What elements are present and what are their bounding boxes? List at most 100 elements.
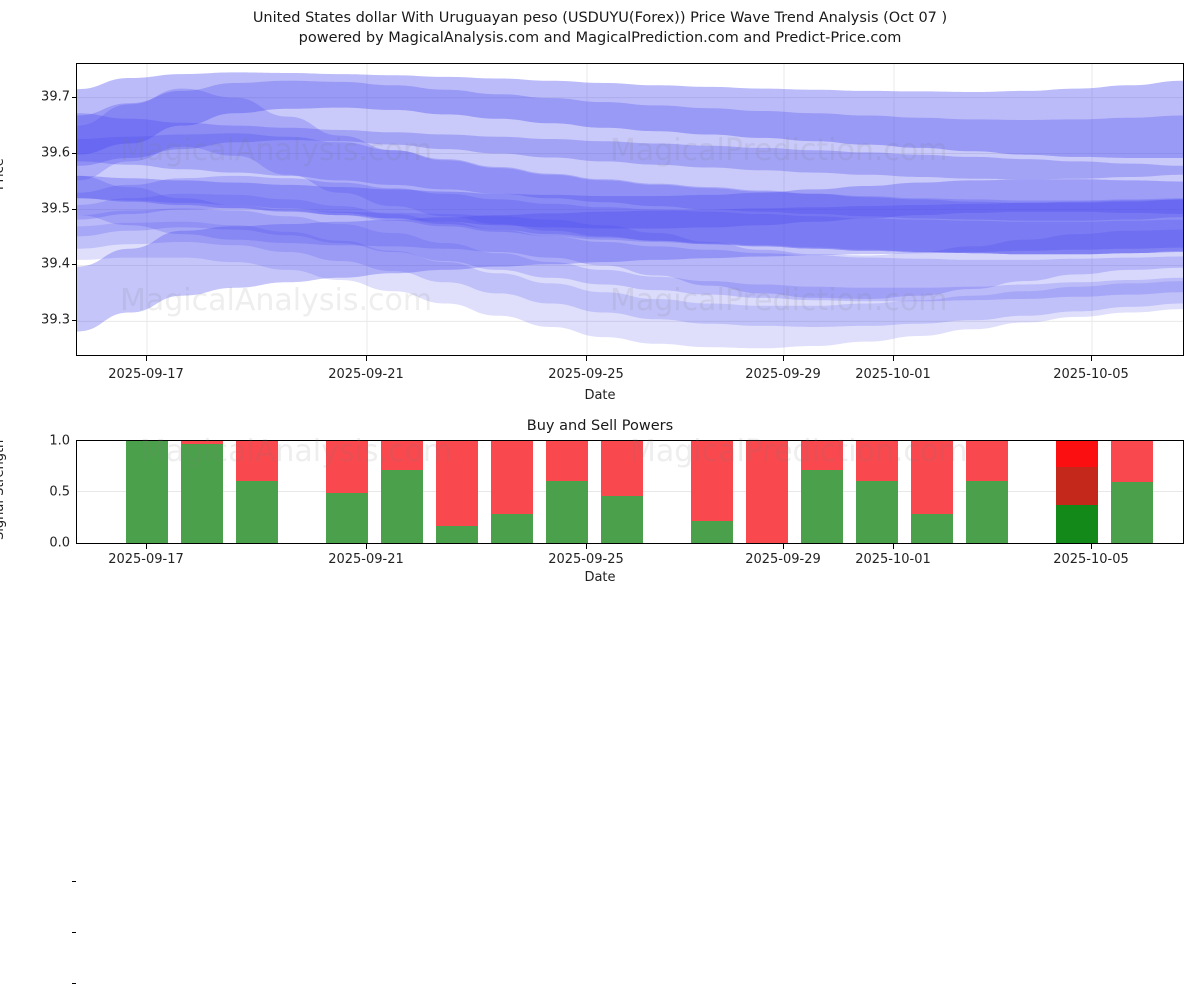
sell-power-segment: [236, 441, 278, 481]
title-line-2: powered by MagicalAnalysis.com and Magic…: [298, 30, 902, 46]
wave-band: [77, 221, 1183, 349]
wave-x-axis-title: Date: [584, 388, 616, 403]
price-wave-plot: [76, 63, 1184, 356]
wave-y-tick: [72, 96, 76, 98]
wave-x-tick: [1091, 356, 1092, 361]
sell-power-segment: [966, 441, 1008, 481]
buy-power-segment: [436, 525, 478, 543]
buy-power-segment: [546, 480, 588, 543]
buy-power-segment: [856, 480, 898, 543]
wave-band: [77, 175, 1183, 299]
bars-x-tick: [586, 544, 587, 549]
signal-bar[interactable]: [801, 441, 843, 543]
signal-bar[interactable]: [491, 441, 533, 543]
buy-power-segment: [691, 520, 733, 543]
bars-y-tick-label: 0.5: [49, 484, 70, 500]
bars-y-tick: [72, 932, 76, 933]
signal-bar[interactable]: [381, 441, 423, 543]
chart-page: United States dollar With Uruguayan peso…: [0, 10, 1200, 984]
sell-power-segment: [181, 441, 223, 445]
signal-bar[interactable]: [966, 441, 1008, 543]
sell-power-segment: [601, 441, 643, 497]
sell-power-segment: [1056, 441, 1098, 467]
wave-x-tick-label: 2025-09-21: [328, 367, 404, 382]
buy-power-segment: [966, 480, 1008, 543]
sell-power-segment: [326, 441, 368, 494]
wave-x-tick-label: 2025-09-17: [108, 367, 184, 382]
signal-bar[interactable]: [126, 441, 168, 543]
wave-y-axis-labels: 39.3 39.4 39.5 39.6 39.7: [8, 63, 70, 356]
bars-x-tick-label: 2025-10-05: [1053, 552, 1129, 567]
signal-bar[interactable]: [601, 441, 643, 543]
signal-bar[interactable]: [856, 441, 898, 543]
wave-x-tick: [586, 356, 587, 361]
wave-y-tick-label: 39.3: [41, 312, 70, 328]
wave-x-tick: [146, 356, 147, 361]
signal-bar[interactable]: [546, 441, 588, 543]
wave-y-tick-label: 39.7: [41, 89, 70, 105]
sell-power-segment: [491, 441, 533, 515]
wave-y-tick: [72, 208, 76, 210]
title-line-1: United States dollar With Uruguayan peso…: [252, 10, 948, 26]
sell-power-segment: [856, 441, 898, 481]
signal-bar[interactable]: [1111, 441, 1153, 543]
bars-x-tick-label: 2025-09-25: [548, 552, 624, 567]
wave-x-tick-label: 2025-10-01: [855, 367, 931, 382]
bars-x-tick: [783, 544, 784, 549]
signal-bar[interactable]: [691, 441, 733, 543]
wave-band: [77, 80, 1183, 180]
sell-power-segment: [436, 441, 478, 526]
signal-bar[interactable]: [236, 441, 278, 543]
bars-x-tick-label: 2025-09-17: [108, 552, 184, 567]
sell-power-segment: [546, 441, 588, 481]
signal-bar[interactable]: [1056, 441, 1098, 543]
wave-y-tick: [72, 264, 76, 266]
buy-power-segment: [126, 441, 168, 543]
signal-bar[interactable]: [326, 441, 368, 543]
bars-x-tick-label: 2025-09-29: [745, 552, 821, 567]
bars-y-axis-labels: 0.0 0.5 1.0: [8, 434, 70, 551]
signal-bar[interactable]: [181, 441, 223, 543]
signal-bar[interactable]: [746, 441, 788, 543]
buy-power-segment: [1056, 505, 1098, 543]
buy-power-segment: [326, 493, 368, 543]
bars-y-tick-label: 1.0: [49, 433, 70, 449]
buy-power-segment: [911, 514, 953, 543]
wave-x-tick: [366, 356, 367, 361]
bars-x-axis-labels: 2025-09-17 2025-09-21 2025-09-25 2025-09-29…: [0, 548, 1200, 568]
wave-band: [77, 199, 1183, 332]
buy-power-segment: [381, 469, 423, 543]
sell-power-segment: [1111, 441, 1153, 482]
wave-y-tick: [72, 152, 76, 154]
sell-power-segment-dark: [1056, 466, 1098, 506]
sell-power-segment: [691, 441, 733, 521]
buy-power-segment: [1111, 481, 1153, 543]
bars-x-tick: [1091, 544, 1092, 549]
buy-power-segment: [801, 469, 843, 543]
bars-x-tick-label: 2025-09-21: [328, 552, 404, 567]
buy-power-segment: [236, 480, 278, 543]
wave-band: [77, 175, 1183, 229]
wave-x-tick-label: 2025-09-29: [745, 367, 821, 382]
signal-bar[interactable]: [436, 441, 478, 543]
bars-x-tick: [146, 544, 147, 549]
bars-x-tick: [893, 544, 894, 549]
wave-bands-svg: [77, 64, 1183, 355]
sell-power-segment: [911, 441, 953, 515]
wave-band: [77, 72, 1183, 158]
buy-power-segment: [601, 496, 643, 543]
bars-y-tick: [72, 881, 76, 882]
wave-x-axis-labels: 2025-09-17 2025-09-21 2025-09-25 2025-09-29…: [0, 363, 1200, 385]
price-axis-title: Price: [0, 158, 7, 190]
wave-band: [77, 193, 1183, 302]
signal-bar[interactable]: [911, 441, 953, 543]
wave-x-tick: [783, 356, 784, 361]
wave-y-tick-label: 39.4: [41, 256, 70, 272]
wave-y-tick-label: 39.5: [41, 201, 70, 216]
sell-power-segment: [801, 441, 843, 470]
bars-x-tick-label: 2025-10-01: [855, 552, 931, 567]
wave-band: [77, 133, 1183, 255]
wave-band: [77, 175, 1183, 255]
wave-x-tick: [893, 356, 894, 361]
wave-band: [77, 208, 1183, 327]
